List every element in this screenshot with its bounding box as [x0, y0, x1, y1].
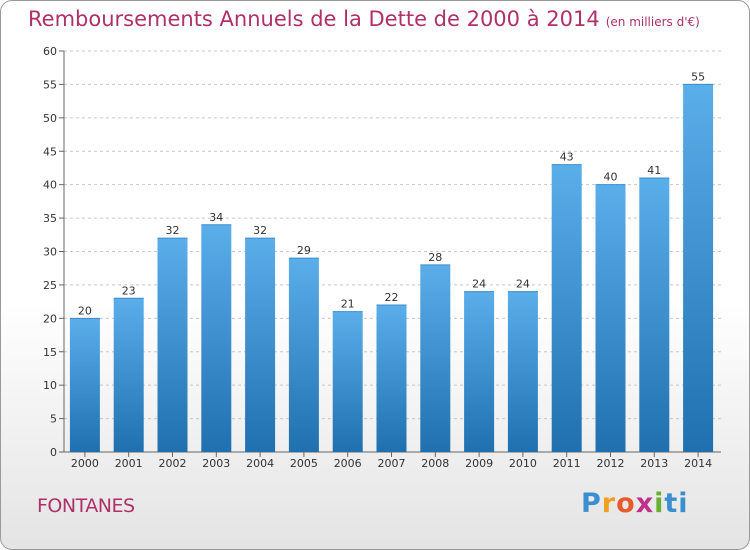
y-tick-label: 30: [43, 246, 57, 259]
logo-letter: o: [616, 488, 636, 519]
x-tick-label: 2003: [202, 457, 230, 470]
logo-letter: ti: [664, 488, 689, 519]
bar-value-label: 43: [560, 151, 574, 164]
bar-value-label: 24: [516, 278, 530, 291]
logo-letter: i: [654, 488, 665, 519]
bar-2012[interactable]: [595, 184, 626, 452]
x-tick-label: 2004: [246, 457, 274, 470]
bar-value-label: 28: [428, 251, 442, 264]
bar-2001[interactable]: [113, 298, 144, 452]
bar-2006[interactable]: [332, 311, 363, 452]
bar-2013[interactable]: [639, 177, 670, 452]
x-tick-label: 2002: [159, 457, 187, 470]
bar-value-label: 21: [341, 298, 355, 311]
y-tick-label: 25: [43, 279, 57, 292]
bar-value-label: 34: [209, 211, 223, 224]
x-tick-label: 2014: [684, 457, 712, 470]
chart-subtitle: (en milliers d'€): [605, 15, 700, 29]
chart-title-text: Remboursements Annuels de la Dette de 20…: [28, 7, 600, 31]
bar-2009[interactable]: [464, 291, 495, 452]
x-tick-label: 2005: [290, 457, 318, 470]
x-tick-label: 2006: [334, 457, 362, 470]
y-tick-label: 40: [43, 179, 57, 192]
logo-letter: P: [581, 488, 602, 519]
bar-2005[interactable]: [288, 258, 319, 452]
y-tick-label: 60: [43, 45, 57, 58]
y-tick-label: 5: [50, 413, 57, 426]
bar-value-label: 32: [166, 224, 180, 237]
bar-value-label: 55: [691, 70, 705, 83]
x-tick-label: 2012: [597, 457, 625, 470]
bars: [69, 83, 714, 453]
x-tick-label: 2000: [71, 457, 99, 470]
bar-2014[interactable]: [683, 84, 714, 453]
bar-2008[interactable]: [420, 264, 451, 452]
bar-2011[interactable]: [551, 164, 582, 452]
x-tick-label: 2001: [115, 457, 143, 470]
y-tick-label: 15: [43, 346, 57, 359]
y-tick-label: 20: [43, 312, 57, 325]
y-tick-label: 55: [43, 78, 57, 91]
bar-value-label: 40: [604, 171, 618, 184]
y-tick-label: 0: [50, 446, 57, 459]
bar-2003[interactable]: [201, 224, 232, 452]
y-tick-label: 35: [43, 212, 57, 225]
y-tick-label: 45: [43, 145, 57, 158]
bar-value-label: 24: [472, 278, 486, 291]
bar-value-label: 23: [122, 284, 136, 297]
bar-2002[interactable]: [157, 238, 188, 452]
logo-letter: x: [635, 488, 655, 519]
proxiti-logo[interactable]: Proxiti: [581, 488, 689, 519]
bar-value-label: 22: [385, 291, 399, 304]
x-tick-label: 2013: [640, 457, 668, 470]
x-tick-label: 2009: [465, 457, 493, 470]
bar-value-label: 41: [647, 164, 661, 177]
bar-2010[interactable]: [507, 291, 538, 452]
x-tick-label: 2008: [421, 457, 449, 470]
y-tick-label: 50: [43, 112, 57, 125]
logo-letter: r: [601, 488, 617, 519]
y-tick-label: 10: [43, 379, 57, 392]
x-tick-label: 2010: [509, 457, 537, 470]
x-tick-label: 2011: [553, 457, 581, 470]
bar-value-label: 32: [253, 224, 267, 237]
bar-value-label: 20: [78, 304, 92, 317]
labels: 0 5 10 15 20 25 30 35 40 45 50 55 60 20 2000 23 2001 32 20…: [43, 45, 712, 470]
chart-title: Remboursements Annuels de la Dette de 20…: [28, 7, 700, 31]
x-tick-label: 2007: [378, 457, 406, 470]
bar-value-label: 29: [297, 244, 311, 257]
place-name: FONTANES: [37, 495, 135, 517]
bar-2004[interactable]: [245, 238, 276, 452]
bar-2007[interactable]: [376, 304, 407, 452]
bar-2000[interactable]: [69, 318, 100, 452]
